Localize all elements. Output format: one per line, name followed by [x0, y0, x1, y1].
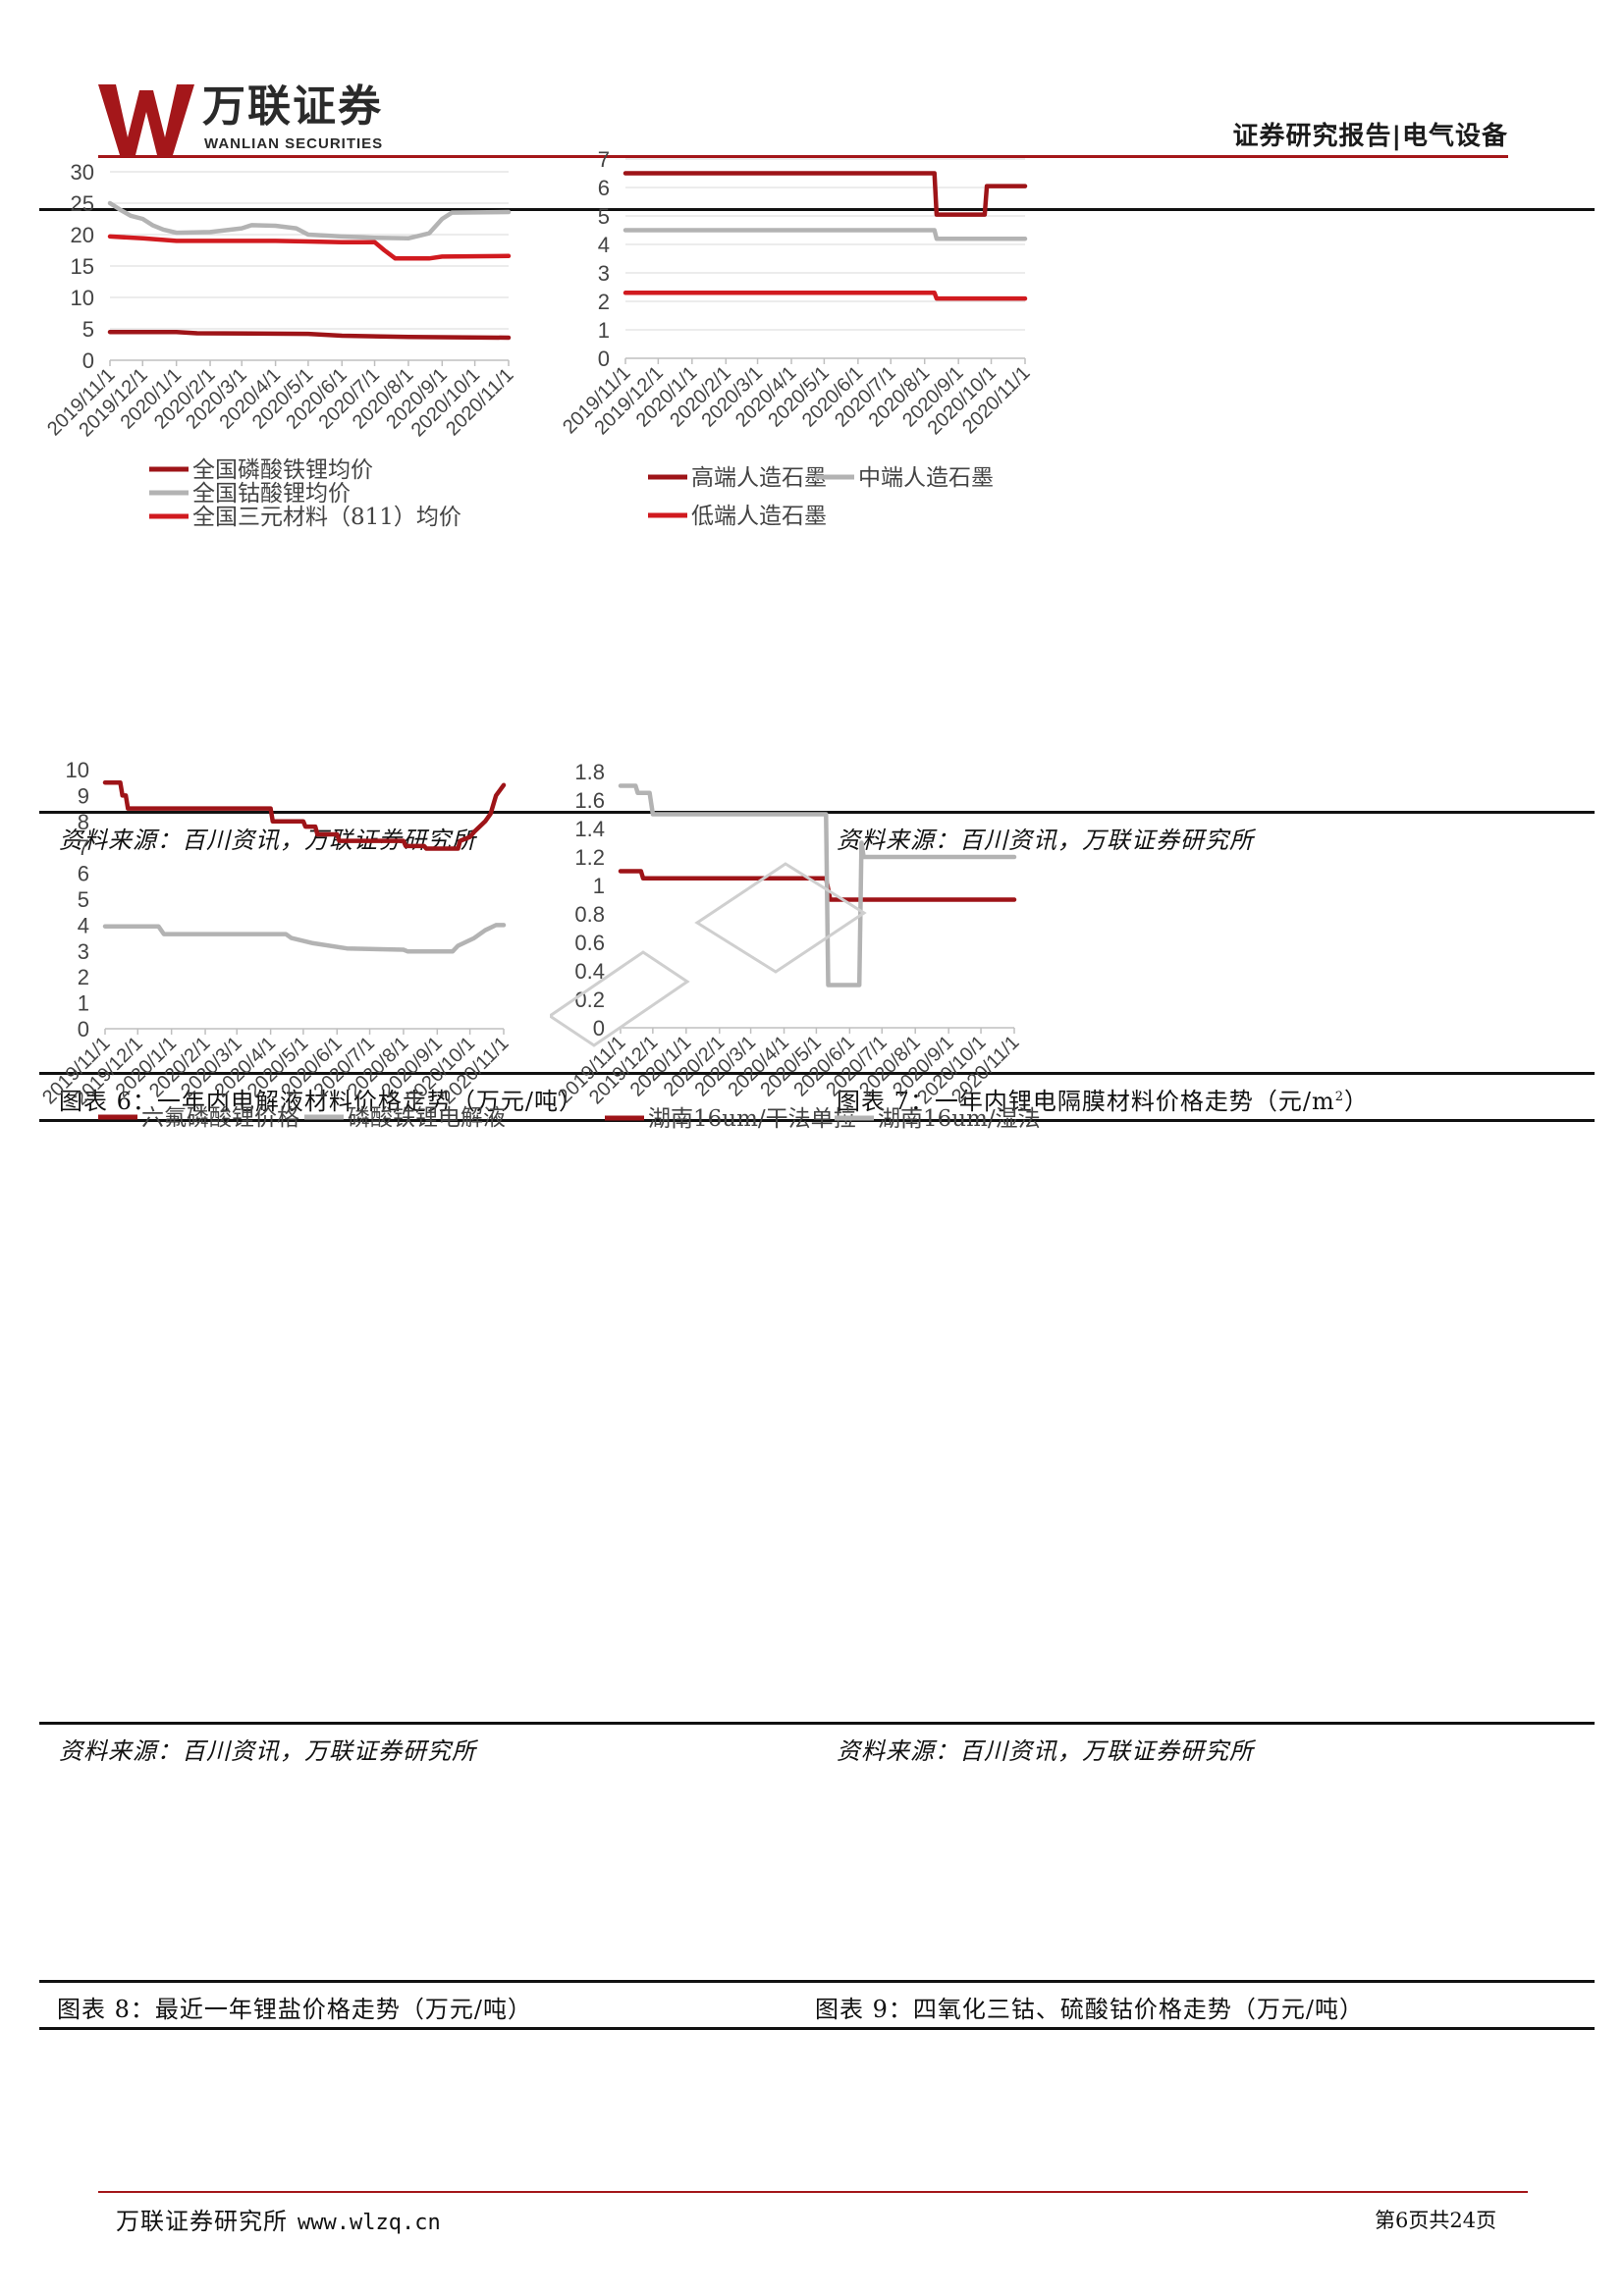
y-tick-label: 4	[598, 233, 610, 257]
company-logo: 万联证券 WANLIAN SECURITIES	[98, 80, 442, 157]
y-tick-label: 10	[71, 286, 94, 310]
series-line	[618, 869, 1017, 902]
y-tick-label: 30	[71, 160, 94, 185]
y-tick-label: 10	[66, 758, 89, 782]
y-tick-label: 8	[78, 810, 89, 834]
series-line	[107, 234, 512, 261]
series-line	[107, 200, 512, 241]
logo-english-name: WANLIAN SECURITIES	[204, 135, 384, 152]
series-lines	[102, 779, 507, 954]
series-line	[623, 291, 1028, 301]
y-tick-label: 0	[78, 1017, 89, 1041]
caption-superscript: 2	[1334, 1090, 1345, 1104]
y-tick-label: 1	[598, 318, 610, 343]
legend-label: 六氟磷酸锂价格	[141, 1105, 299, 1131]
legend-label: 湖南16um/干法单拉	[648, 1106, 856, 1132]
y-tick-label: 20	[71, 223, 94, 247]
y-tick-label: 1	[593, 874, 605, 898]
chart-graphite-anode-prices: 012345672019/11/12019/12/12020/1/12020/2…	[559, 147, 1034, 529]
y-tick-label: 25	[71, 191, 94, 216]
y-tick-label: 6	[78, 862, 89, 886]
y-tick-label: 2	[598, 290, 610, 314]
header-divider	[98, 155, 1508, 158]
caption-bottom-rule	[39, 1119, 1595, 1122]
y-tick-label: 0.8	[574, 902, 605, 927]
chart-electrolyte-prices: 0123456789102019/11/12019/12/12020/1/120…	[38, 758, 513, 1131]
y-tick-label: 0.2	[574, 988, 605, 1012]
series-line	[623, 228, 1028, 241]
y-tick-label: 0.6	[574, 931, 605, 955]
y-tick-label: 0	[593, 1016, 605, 1041]
y-tick-label: 1.8	[574, 760, 605, 784]
legend-label: 湖南16um/湿法	[878, 1106, 1041, 1132]
series-line	[623, 171, 1028, 217]
y-tick-label: 0	[82, 348, 94, 373]
series-lines	[618, 783, 1017, 988]
legend-label: 磷酸铁锂电解液	[348, 1105, 506, 1131]
figure-caption-8: 图表 8：最近一年锂盐价格走势（万元/吨）	[57, 1996, 532, 2023]
y-tick-label: 7	[598, 147, 610, 172]
y-tick-label: 6	[598, 176, 610, 200]
series-line	[618, 783, 1017, 988]
legend-label: 高端人造石墨	[691, 465, 827, 491]
y-tick-label: 15	[71, 254, 94, 279]
figure-caption-7: 图表 7：一年内锂电隔膜材料价格走势（元/m2）	[837, 1082, 1369, 1116]
y-tick-label: 3	[78, 939, 89, 964]
y-tick-label: 5	[82, 317, 94, 342]
series-lines	[107, 200, 512, 341]
source-note: 资料来源：百川资讯，万联证券研究所	[837, 1737, 1254, 1765]
y-tick-label: 1.6	[574, 788, 605, 813]
source-note: 资料来源：百川资讯，万联证券研究所	[59, 827, 476, 854]
y-tick-label: 1.4	[574, 817, 605, 841]
footer-org: 万联证券研究所 www.wlzq.cn	[116, 2202, 441, 2236]
footer-url: www.wlzq.cn	[298, 2211, 441, 2235]
logo-w-icon	[98, 84, 194, 155]
caption-text-end: ）	[1344, 1088, 1370, 1115]
legend: 湖南16um/干法单拉 湖南16um/湿法	[605, 1106, 1041, 1132]
chart-separator-prices: 00.20.40.60.811.21.41.61.82019/11/12019/…	[554, 760, 1041, 1132]
footer-org-name: 万联证券研究所	[116, 2208, 288, 2235]
series-line	[102, 779, 507, 851]
y-tick-label: 7	[78, 835, 89, 860]
footer-divider	[98, 2191, 1528, 2193]
caption-rule-8-bottom	[39, 2027, 1595, 2030]
source-note: 资料来源：百川资讯，万联证券研究所	[837, 827, 1254, 854]
source-note: 资料来源：百川资讯，万联证券研究所	[59, 1737, 476, 1765]
legend-label: 全国三元材料（811）均价	[192, 505, 461, 530]
figure-caption-9: 图表 9：四氧化三钴、硫酸钴价格走势（万元/吨）	[815, 1996, 1364, 2023]
y-tick-label: 2	[78, 965, 89, 989]
y-tick-label: 9	[78, 783, 89, 808]
y-tick-label: 1	[78, 991, 89, 1016]
legend-label: 低端人造石墨	[691, 504, 827, 529]
y-tick-label: 3	[598, 261, 610, 286]
y-tick-label: 4	[78, 913, 89, 937]
caption-rule-8-top	[39, 1980, 1595, 1983]
page-number: 第6页共24页	[1375, 2209, 1497, 2232]
figure-caption-6: 图表 6：一年内电解液材料价格走势（万元/吨）	[59, 1088, 583, 1115]
series-line	[107, 329, 512, 341]
y-tick-label: 0	[598, 347, 610, 371]
y-tick-label: 1.2	[574, 845, 605, 870]
legend-label: 中端人造石墨	[858, 465, 994, 491]
chart-lithium-cathode-prices: 0510152025302019/11/12019/12/12020/1/120…	[43, 160, 517, 530]
source-bottom-rule	[39, 1722, 1595, 1725]
series-lines	[623, 171, 1028, 301]
logo-chinese-name: 万联证券	[202, 81, 383, 132]
legend: 六氟磷酸锂价格 磷酸铁锂电解液	[98, 1105, 506, 1131]
report-type: 证券研究报告|电气设备	[1232, 122, 1508, 151]
legend-label: 全国钴酸锂均价	[192, 481, 351, 507]
caption-top-rule	[39, 1072, 1595, 1075]
y-tick-label: 0.4	[574, 959, 605, 984]
y-tick-label: 5	[78, 887, 89, 912]
axes: 0510152025302019/11/12019/12/12020/1/120…	[43, 160, 517, 441]
series-line	[102, 923, 507, 954]
legend-label: 全国磷酸铁锂均价	[192, 457, 373, 483]
section-top-rule	[39, 208, 1595, 211]
y-tick-label: 5	[598, 204, 610, 229]
caption-text: 图表 7：一年内锂电隔膜材料价格走势（元/m	[837, 1088, 1335, 1115]
